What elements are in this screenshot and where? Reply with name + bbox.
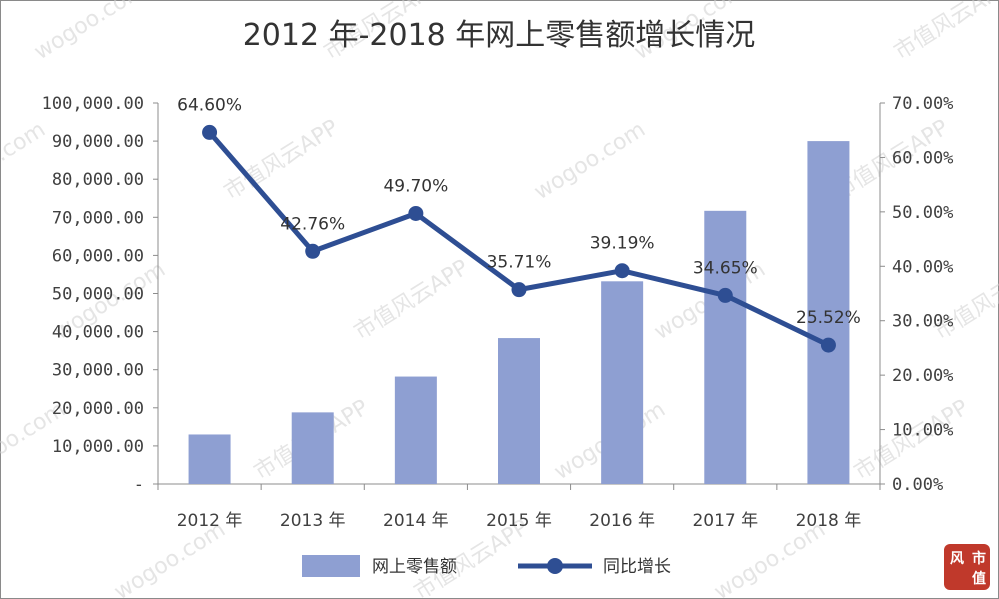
growth-point [202, 124, 218, 140]
seal-logo: 风市值 [944, 544, 990, 590]
right-tick-label: 50.00% [892, 203, 953, 223]
x-tick-label: 2013 年 [280, 511, 346, 531]
growth-data-label: 25.52% [796, 308, 861, 328]
bar-2012 年 [188, 434, 231, 484]
left-tick-label: 40,000.00 [52, 323, 144, 343]
right-tick-label: 20.00% [892, 366, 953, 386]
growth-point [305, 243, 321, 259]
x-tick-labels: 2012 年 2013 年 2014 年 2015 年 2016 年 2017 年 2018… [177, 511, 862, 531]
seal-char: 值 [972, 570, 986, 587]
seal-box [944, 544, 990, 590]
growth-data-label: 39.19% [590, 234, 655, 254]
growth-data-label: 49.70% [383, 176, 448, 196]
growth-point [511, 282, 527, 298]
bar-2013 年 [291, 412, 334, 484]
legend-swatch-bar [302, 555, 360, 577]
seal-char: 市 [972, 550, 986, 567]
left-tick-label: - [134, 475, 144, 495]
legend-label-bar: 网上零售额 [372, 557, 457, 577]
legend-label-line: 同比增长 [603, 557, 671, 577]
right-tick-label: 60.00% [892, 148, 953, 168]
growth-data-label: 42.76% [280, 214, 345, 234]
watermark-text: wogoo.com [30, 0, 150, 65]
growth-point [614, 263, 630, 279]
growth-point [717, 287, 733, 303]
bar-series [188, 141, 850, 484]
left-tick-label: 50,000.00 [52, 285, 144, 305]
right-tick-label: 70.00% [892, 94, 953, 114]
bar-2016 年 [601, 281, 644, 484]
left-tick-label: 30,000.00 [52, 361, 144, 381]
growth-data-label: 35.71% [487, 253, 552, 273]
axes: 100,000.00 90,000.00 80,000.00 70,000.00 60,… [42, 94, 954, 495]
x-tick-label: 2015 年 [486, 511, 552, 531]
watermark-text: 市值风云APP [350, 255, 473, 345]
seal-char: 风 [950, 551, 964, 567]
growth-point [408, 205, 424, 221]
x-tick-label: 2017 年 [692, 511, 758, 531]
left-tick-label: 10,000.00 [52, 437, 144, 457]
right-tick-label: 30.00% [892, 312, 953, 332]
left-tick-label: 80,000.00 [52, 170, 144, 190]
right-tick-label: 40.00% [892, 257, 953, 277]
left-tick-label: 70,000.00 [52, 208, 144, 228]
watermark-text: 市值风云APP [890, 0, 999, 65]
x-tick-label: 2012 年 [177, 511, 243, 531]
growth-data-label: 64.60% [177, 95, 242, 115]
chart-title: 2012 年-2018 年网上零售额增长情况 [243, 18, 756, 53]
watermark-text: wogoo.com [0, 117, 50, 205]
bar-2018 年 [807, 141, 850, 484]
right-tick-label: 0.00% [892, 475, 943, 495]
x-tick-label: 2016 年 [589, 511, 655, 531]
left-tick-label: 100,000.00 [42, 94, 144, 114]
left-tick-label: 90,000.00 [52, 132, 144, 152]
legend-marker [547, 558, 563, 574]
left-tick-label: 20,000.00 [52, 399, 144, 419]
line-series: 64.60% 42.76% 49.70% 35.71% 39.19% 34.65% 25.5… [177, 95, 861, 353]
growth-data-label: 34.65% [693, 258, 758, 278]
left-tick-label: 60,000.00 [52, 246, 144, 266]
bar-2015 年 [498, 338, 540, 484]
bar-2017 年 [704, 210, 747, 484]
watermark-text: wogoo.com [530, 117, 650, 205]
bar-2014 年 [394, 376, 437, 484]
right-tick-label: 10.00% [892, 421, 953, 441]
x-tick-label: 2018 年 [796, 511, 862, 531]
legend: 网上零售额 同比增长 [302, 555, 671, 577]
x-tick-label: 2014 年 [383, 511, 449, 531]
watermark-text: 市值风云APP [220, 115, 343, 205]
growth-point [820, 337, 836, 353]
